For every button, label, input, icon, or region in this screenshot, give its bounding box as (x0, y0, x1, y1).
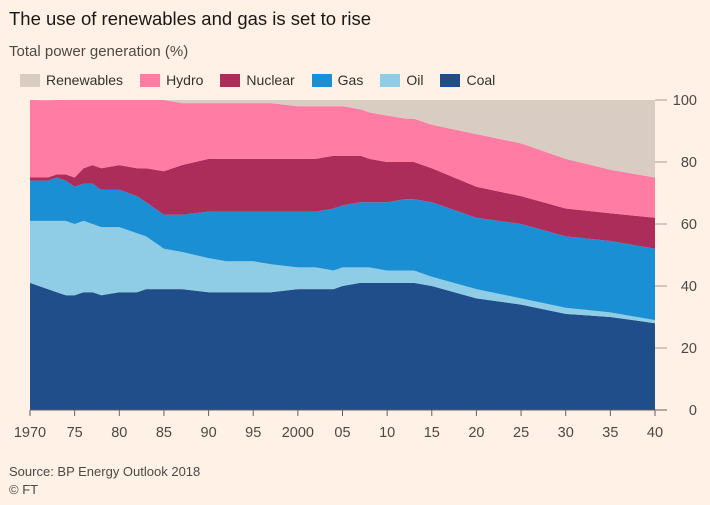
y-tick-label-60: 60 (681, 217, 697, 233)
legend-label-nuclear: Nuclear (246, 72, 295, 88)
areas (30, 100, 655, 410)
chart-title: The use of renewables and gas is set to … (9, 8, 371, 29)
x-tick-label-2040: 40 (647, 425, 663, 441)
x-tick-label-2010: 10 (379, 425, 395, 441)
x-tick-label-1995: 95 (245, 425, 261, 441)
legend-item-nuclear: Nuclear (220, 72, 295, 88)
x-tick-label-1985: 85 (156, 425, 172, 441)
legend-item-hydro: Hydro (140, 72, 203, 88)
legend-item-coal: Coal (440, 72, 495, 88)
legend-label-oil: Oil (406, 72, 424, 88)
x-tick-label-1975: 75 (67, 425, 83, 441)
y-tick-label-80: 80 (681, 155, 697, 171)
x-tick-label-2035: 35 (602, 425, 618, 441)
x-axis: 1970 75 80 85 90 95 2000 05 10 15 20 25 30 35 40 (14, 410, 663, 441)
x-tick-label-2030: 30 (558, 425, 574, 441)
legend-item-oil: Oil (380, 72, 423, 88)
area-hydro (30, 100, 655, 218)
legend-label-renewables: Renewables (46, 72, 124, 88)
legend-item-renewables: Renewables (20, 72, 123, 88)
legend-swatch-coal (440, 73, 461, 87)
area-coal (30, 282, 655, 410)
legend-label-gas: Gas (337, 72, 364, 88)
legend-swatch-gas (311, 73, 332, 87)
legend-swatch-renewables (20, 73, 40, 87)
x-tick-label-2020: 20 (468, 425, 484, 441)
y-tick-label-20: 20 (681, 341, 697, 357)
chart-subtitle: Total power generation (%) (9, 43, 189, 60)
y-tick-label-0: 0 (689, 403, 697, 419)
legend-label-hydro: Hydro (166, 72, 204, 88)
x-tick-label-2015: 15 (424, 425, 440, 441)
source-note: Source: BP Energy Outlook 2018 (9, 464, 201, 479)
y-axis: 0 20 40 60 80 100 (655, 93, 697, 419)
x-tick-label-2000: 2000 (282, 425, 314, 441)
legend-swatch-nuclear (220, 73, 241, 87)
area-renewables (30, 100, 655, 178)
x-tick-label-1970: 1970 (14, 425, 46, 441)
legend-swatch-oil (380, 73, 401, 87)
x-tick-label-1980: 80 (111, 425, 127, 441)
copyright-note: © FT (9, 482, 39, 497)
legend-label-coal: Coal (466, 72, 496, 88)
legend-item-gas: Gas (311, 72, 364, 88)
area-nuclear (30, 155, 655, 249)
legend-swatch-hydro (140, 73, 161, 87)
x-tick-label-2005: 05 (334, 425, 350, 441)
y-tick-label-100: 100 (673, 93, 697, 109)
area-gas (30, 177, 655, 321)
x-tick-label-2025: 25 (513, 425, 529, 441)
area-oil (30, 220, 655, 324)
x-tick-label-1990: 90 (201, 425, 217, 441)
legend: Renewables Hydro Nuclear Gas Oil Coal (20, 72, 512, 88)
y-tick-label-40: 40 (681, 279, 697, 295)
